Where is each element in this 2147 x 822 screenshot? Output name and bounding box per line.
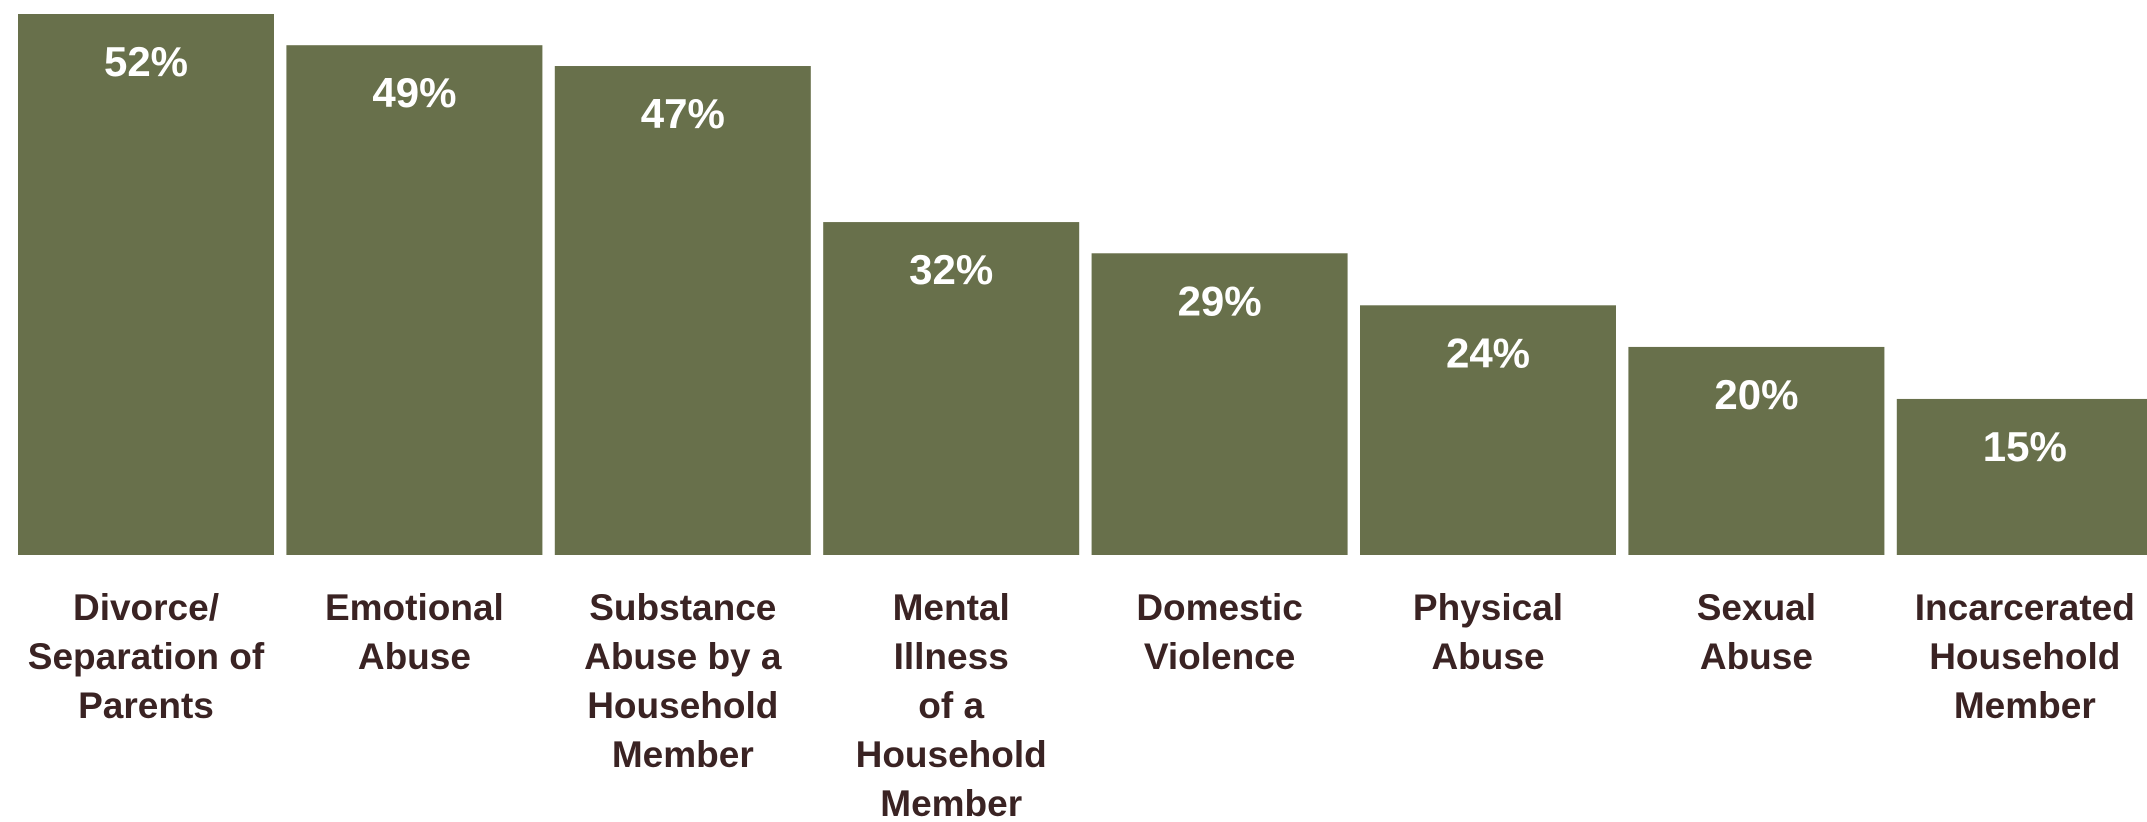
category-label-line: Substance (589, 587, 776, 628)
category-label-3: Substance Abuse by a Household Member (584, 587, 782, 775)
category-label-line: Physical (1413, 587, 1563, 628)
category-label-line: Mental (893, 587, 1010, 628)
category-label-line: Sexual (1697, 587, 1816, 628)
category-label-line: Member (1954, 685, 2096, 726)
category-label-7: Sexual Abuse (1697, 587, 1816, 677)
bar-value-label-1: 52% (104, 38, 188, 85)
bar-value-label-4: 32% (909, 246, 993, 293)
category-label-5: Domestic Violence (1136, 587, 1303, 677)
bar-value-label-7: 20% (1714, 371, 1798, 418)
value-labels-group: 52% 49% 47% 32% 29% 24% 20% 15% (104, 38, 2067, 470)
bar-2 (286, 45, 543, 555)
category-label-line: Member (880, 783, 1022, 822)
category-label-line: Household (856, 734, 1047, 775)
bar-5 (1091, 253, 1348, 556)
category-label-6: Physical Abuse (1413, 587, 1563, 677)
category-label-line: Household (1929, 636, 2120, 677)
category-label-line: Abuse (1431, 636, 1544, 677)
category-label-line: Violence (1144, 636, 1296, 677)
bar-6 (1360, 305, 1616, 555)
category-label-line: Abuse (1700, 636, 1813, 677)
category-label-line: Abuse (358, 636, 471, 677)
bar-value-label-6: 24% (1446, 329, 1530, 376)
bar-4 (823, 222, 1080, 556)
bars-group (18, 14, 2147, 556)
category-labels-group: Divorce/Separation of Parents Emotional Abu… (28, 587, 2135, 822)
category-label-line: Divorce/ (73, 587, 219, 628)
category-label-line: Emotional (325, 587, 504, 628)
category-label-line: Separation of (28, 636, 265, 677)
category-label-8: Incarcerated Household Member (1915, 587, 2135, 726)
category-label-line: Illness (894, 636, 1009, 677)
bar-value-label-2: 49% (372, 69, 456, 116)
bar-8 (1896, 398, 2147, 555)
category-label-line: Incarcerated (1915, 587, 2135, 628)
category-label-2: Emotional Abuse (325, 587, 504, 677)
bar-1 (18, 14, 274, 555)
category-label-line: Household (587, 685, 778, 726)
category-label-line: Parents (78, 685, 214, 726)
bar-value-label-5: 29% (1178, 277, 1262, 324)
bar-3 (554, 66, 811, 556)
category-label-line: Member (612, 734, 754, 775)
bar-7 (1628, 346, 1885, 555)
bar-value-label-8: 15% (1983, 423, 2067, 470)
category-label-1: Divorce/Separation of Parents (28, 587, 265, 726)
category-label-line: Abuse by a (584, 636, 782, 677)
category-label-line: of a (918, 685, 984, 726)
category-label-line: Domestic (1136, 587, 1303, 628)
category-label-4: Mental Illness of a Household Member (856, 587, 1047, 822)
bar-value-label-3: 47% (641, 90, 725, 137)
